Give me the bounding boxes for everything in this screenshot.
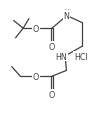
Text: O: O [49, 43, 55, 51]
Text: O: O [32, 25, 39, 33]
Text: HN: HN [56, 52, 67, 61]
Text: O: O [32, 72, 39, 81]
Text: HCl: HCl [74, 52, 88, 61]
Text: H: H [64, 9, 69, 14]
Text: N: N [63, 12, 69, 21]
Text: O: O [49, 90, 55, 99]
